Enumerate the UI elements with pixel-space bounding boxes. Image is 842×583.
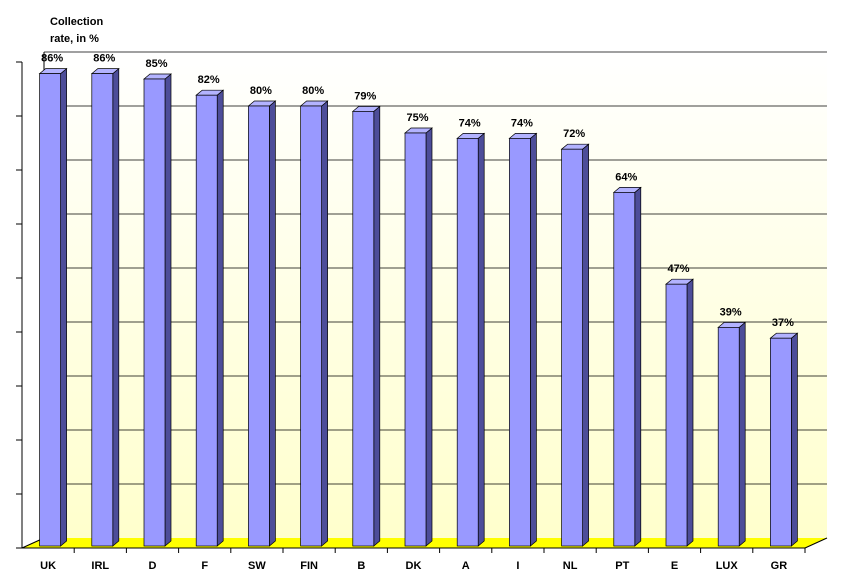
bar-side xyxy=(634,186,642,547)
data-label: 86% xyxy=(93,53,115,65)
x-tick-label: FIN xyxy=(300,560,318,572)
x-tick-label: E xyxy=(671,560,678,572)
data-label: 82% xyxy=(198,74,220,86)
bar xyxy=(561,148,583,547)
data-label: 79% xyxy=(354,90,376,102)
x-tick-label: D xyxy=(149,560,157,572)
x-tick-label: NL xyxy=(563,560,578,572)
bar-side xyxy=(425,127,433,547)
bar-side xyxy=(686,278,694,547)
bar xyxy=(456,138,479,547)
floor-right-edge xyxy=(804,537,828,549)
bar-side xyxy=(216,89,224,547)
bar-side xyxy=(582,143,589,547)
data-label: 64% xyxy=(615,171,637,183)
x-tick-label: UK xyxy=(40,560,56,572)
data-label: 86% xyxy=(41,53,63,65)
data-label: 47% xyxy=(667,263,689,275)
bar-side xyxy=(321,100,328,547)
bar xyxy=(143,78,166,547)
data-label: 80% xyxy=(302,85,324,97)
bar xyxy=(404,132,427,547)
bar xyxy=(39,73,61,547)
bar-side xyxy=(164,73,172,547)
bar xyxy=(248,105,270,547)
x-tick-label: LUX xyxy=(716,560,739,572)
data-label: 37% xyxy=(772,317,794,329)
bar xyxy=(352,111,375,547)
data-label: 74% xyxy=(459,117,481,129)
x-tick-label: I xyxy=(516,560,519,572)
bar-side xyxy=(112,67,120,547)
data-label: 80% xyxy=(250,85,272,97)
data-label: 39% xyxy=(720,306,742,318)
bar xyxy=(770,337,792,547)
data-label: 72% xyxy=(563,128,585,140)
x-tick-label: F xyxy=(201,560,208,572)
x-tick-label: GR xyxy=(771,560,788,572)
data-label: 85% xyxy=(145,58,167,70)
y-axis-title-line-2: rate, in % xyxy=(50,33,99,45)
bar xyxy=(717,327,740,547)
bar-side xyxy=(477,132,485,547)
bar-side xyxy=(269,100,276,547)
bar xyxy=(665,283,688,547)
x-tick-label: IRL xyxy=(91,560,109,572)
x-tick-label: SW xyxy=(248,560,266,572)
data-label: 75% xyxy=(406,112,428,124)
bar xyxy=(509,138,531,547)
bar xyxy=(195,94,218,547)
data-label: 74% xyxy=(511,117,533,129)
bar xyxy=(613,192,636,547)
bar-side xyxy=(530,132,537,547)
x-tick-label: PT xyxy=(615,560,629,572)
x-tick-label: DK xyxy=(406,560,422,572)
bar-side xyxy=(60,67,67,547)
bar xyxy=(91,73,114,547)
x-tick-label: A xyxy=(462,560,470,572)
bar-side xyxy=(738,321,746,547)
bar xyxy=(300,105,322,547)
y-axis-title: Collection rate, in % xyxy=(50,14,103,48)
y-axis-title-line-1: Collection xyxy=(50,16,104,28)
bar-side xyxy=(791,332,798,547)
chart-back-wall xyxy=(44,52,827,538)
bar-side xyxy=(373,105,381,547)
x-tick-label: B xyxy=(357,560,365,572)
